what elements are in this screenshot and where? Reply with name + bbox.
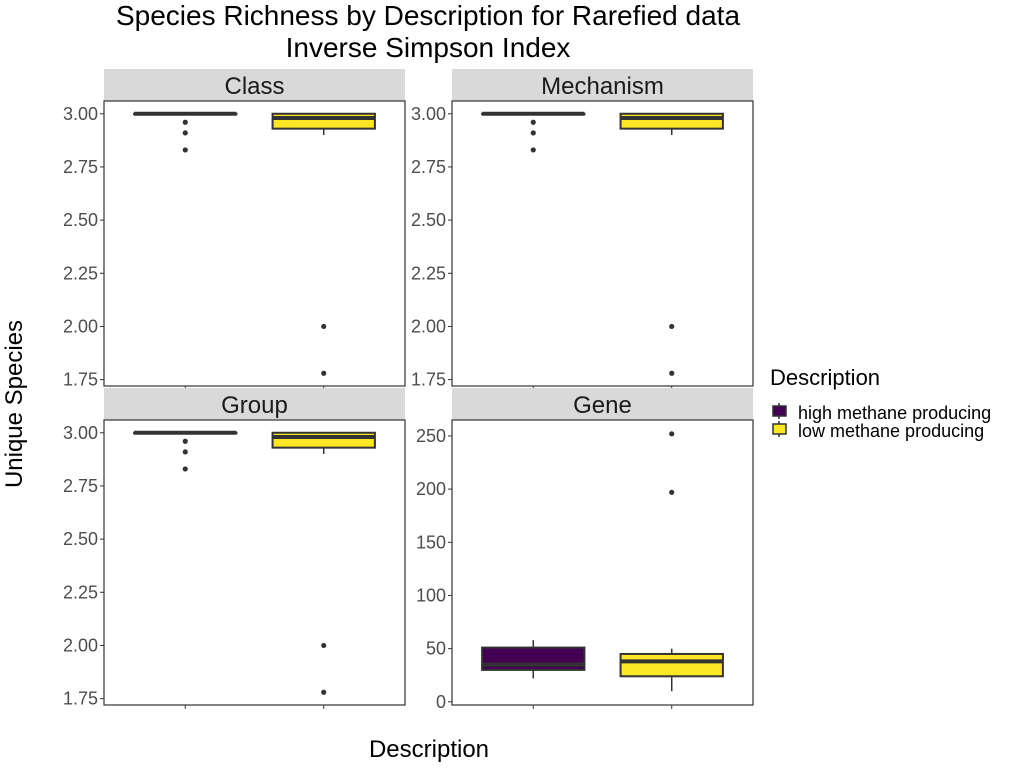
y-tick-label: 2.50 [411,210,446,230]
panel-frame [103,419,406,706]
legend-item-low: low methane producing [772,421,984,441]
y-tick-label: 2.50 [63,210,98,230]
facet-strip [452,69,753,101]
y-tick-label: 2.00 [63,635,98,655]
y-tick-label: 150 [416,532,446,552]
box-body [619,112,724,130]
legend: Description high methane producing low m… [770,365,991,441]
y-tick-label: 2.75 [63,157,98,177]
legend-key-high [772,405,787,417]
y-tick-label: 2.25 [63,582,98,602]
outlier-point [669,370,675,376]
box-low [619,431,724,692]
legend-label-low: low methane producing [798,421,984,441]
y-tick-label: 250 [416,426,446,446]
facet-strip [104,388,405,420]
y-tick-label: 50 [426,639,446,659]
outlier-point [182,147,188,153]
facet-strip-label: Mechanism [541,73,664,100]
box-low [271,112,376,376]
y-tick-label: 2.00 [411,316,446,336]
facet-strip-label: Gene [573,392,632,419]
outlier-point [321,642,327,649]
y-tick-label: 1.75 [63,689,98,709]
y-tick-label: 3.00 [63,104,98,124]
box-body [619,652,724,678]
y-tick-label: 200 [416,479,446,499]
panel-class: Class 1.75 2.00 2.25 2.50 2.75 3.00 [63,69,406,390]
y-axis-title: Unique Species [1,320,28,488]
panel-frame [451,100,754,387]
outlier-point [182,449,188,455]
y-tick-label: 2.25 [411,263,446,283]
outlier-point [321,689,327,695]
box-body [271,431,376,449]
outlier-point [530,119,536,125]
facet-strip-label: Group [221,392,288,419]
legend-key-low [772,423,787,435]
panel-group: Group 1.75 2.00 2.25 2.50 2.75 3.00 [63,388,406,709]
outlier-point [182,466,188,472]
box-high [133,111,238,153]
legend-label-high: high methane producing [798,403,991,423]
facet-strip [104,69,405,101]
facet-strip-label: Class [224,73,284,100]
y-tick-label: 2.75 [411,157,446,177]
y-tick-label: 2.50 [63,529,98,549]
box-body [271,112,376,130]
outlier-point [182,130,188,136]
chart-title: Species Richness by Description for Rare… [115,0,741,31]
box-low [271,431,376,695]
box-high [481,640,586,679]
legend-title: Description [770,365,880,390]
outlier-point [321,370,327,376]
panel-gene: Gene 0 50 100 150 200 250 [416,388,754,712]
y-tick-label: 2.00 [63,316,98,336]
y-tick-label: 2.75 [63,476,98,496]
y-tick-label: 3.00 [63,423,98,443]
x-axis-title: Description [369,736,489,763]
y-tick-label: 2.25 [63,263,98,283]
box-low [619,112,724,376]
outlier-point [669,489,675,495]
box-high [481,111,586,153]
panels-layer: Class 1.75 2.00 2.25 2.50 2.75 3.00 Mechanism 1.… [63,69,754,712]
outlier-point [530,147,536,153]
outlier-point [669,431,675,437]
facet-strip [452,388,753,420]
outlier-point [182,438,188,444]
legend-item-high: high methane producing [772,403,991,423]
y-tick-label: 3.00 [411,104,446,124]
outlier-point [182,119,188,125]
y-tick-label: 100 [416,585,446,605]
panel-mechanism: Mechanism 1.75 2.00 2.25 2.50 2.75 3.00 [411,69,754,390]
y-tick-label: 0 [436,692,446,712]
outlier-point [321,323,327,330]
y-tick-label: 1.75 [63,370,98,390]
outlier-point [530,130,536,136]
panel-frame [103,100,406,387]
y-tick-label: 1.75 [411,370,446,390]
chart-subtitle: Inverse Simpson Index [285,32,571,63]
box-high [133,430,238,472]
outlier-point [669,323,675,330]
